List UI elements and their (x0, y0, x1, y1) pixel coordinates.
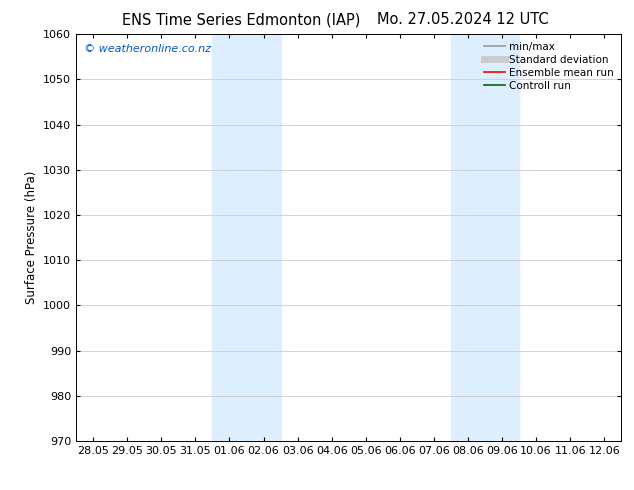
Bar (212, 34, 280, 441)
Text: Mo. 27.05.2024 12 UTC: Mo. 27.05.2024 12 UTC (377, 12, 548, 27)
Legend: min/max, Standard deviation, Ensemble mean run, Controll run: min/max, Standard deviation, Ensemble me… (480, 37, 618, 95)
Y-axis label: Surface Pressure (hPa): Surface Pressure (hPa) (25, 171, 37, 304)
Bar (451, 34, 519, 441)
Text: ENS Time Series Edmonton (IAP): ENS Time Series Edmonton (IAP) (122, 12, 360, 27)
Text: © weatheronline.co.nz: © weatheronline.co.nz (84, 45, 211, 54)
